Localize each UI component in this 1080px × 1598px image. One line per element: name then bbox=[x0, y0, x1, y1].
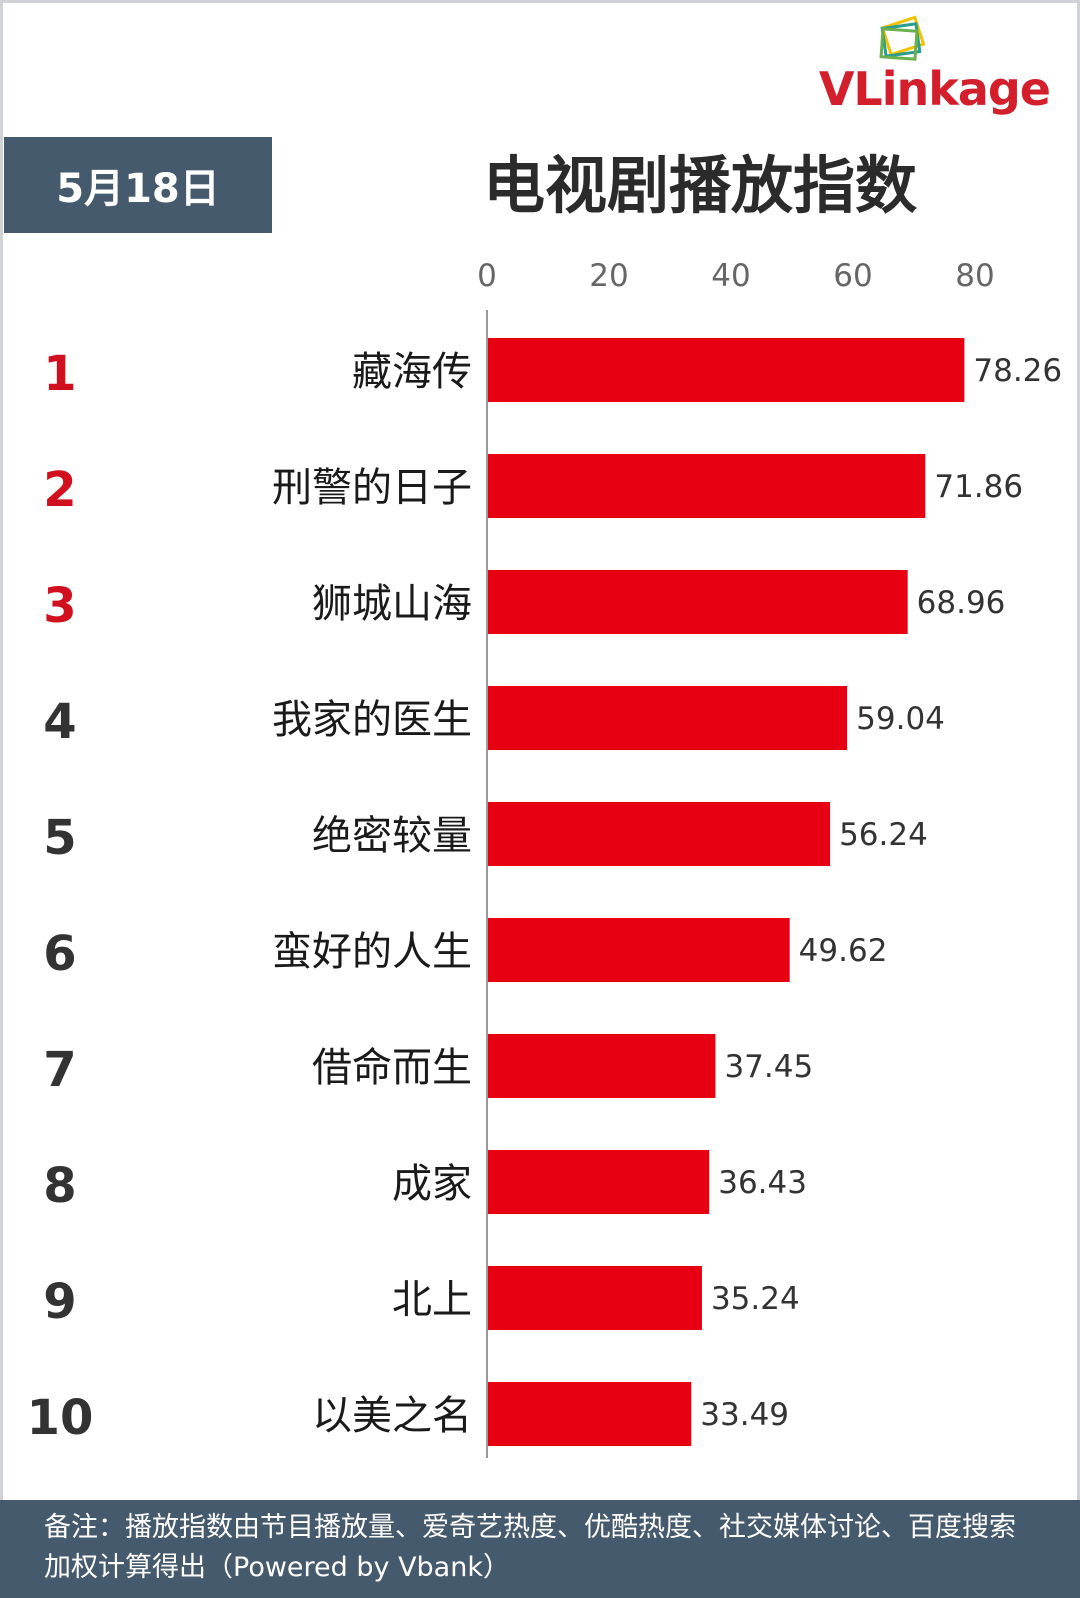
logo-text: VLinkage bbox=[818, 62, 1051, 116]
bar bbox=[487, 1266, 702, 1330]
value-label: 78.26 bbox=[973, 353, 1062, 389]
value-label: 71.86 bbox=[934, 469, 1023, 505]
category-label: 成家 bbox=[392, 1161, 472, 1207]
x-tick-label: 80 bbox=[955, 258, 994, 294]
category-label: 借命而生 bbox=[312, 1045, 472, 1091]
category-label: 藏海传 bbox=[352, 349, 472, 395]
chart-rows: 1 藏海传 78.26 2 刑警的日子 71.86 3 狮城山海 68.96 4 我家的医生 59.0… bbox=[27, 338, 1062, 1446]
bar bbox=[487, 686, 848, 750]
vlinkage-logo: VLinkage bbox=[810, 14, 1051, 124]
date-badge: 5月18日 bbox=[4, 137, 272, 233]
logo-mark-icon bbox=[879, 15, 926, 61]
rank-label: 9 bbox=[43, 1274, 76, 1330]
bar-chart: 0 20 40 60 80 1 藏海传 78.26 2 刑警的日子 71.86 3 狮城山海 68.96… bbox=[27, 258, 1062, 1458]
chart-row: 7 借命而生 37.45 bbox=[43, 1034, 813, 1098]
category-label: 刑警的日子 bbox=[272, 465, 472, 511]
bar bbox=[487, 918, 790, 982]
category-label: 狮城山海 bbox=[312, 581, 472, 627]
chart-title: 电视剧播放指数 bbox=[482, 149, 917, 222]
rank-label: 4 bbox=[43, 694, 76, 750]
rank-label: 10 bbox=[27, 1390, 94, 1446]
value-label: 49.62 bbox=[799, 933, 888, 969]
value-label: 33.49 bbox=[700, 1397, 789, 1433]
bar bbox=[487, 802, 831, 866]
value-label: 59.04 bbox=[856, 701, 945, 737]
category-label: 我家的医生 bbox=[272, 697, 472, 743]
rank-label: 8 bbox=[43, 1158, 76, 1214]
value-label: 37.45 bbox=[724, 1049, 813, 1085]
chart-row: 8 成家 36.43 bbox=[43, 1150, 807, 1214]
chart-row: 1 藏海传 78.26 bbox=[43, 338, 1062, 402]
bar bbox=[487, 1382, 692, 1446]
category-label: 绝密较量 bbox=[312, 813, 472, 859]
chart-row: 6 蛮好的人生 49.62 bbox=[43, 918, 887, 982]
value-label: 36.43 bbox=[718, 1165, 807, 1201]
category-label: 北上 bbox=[392, 1277, 472, 1323]
category-label: 蛮好的人生 bbox=[272, 929, 472, 975]
rank-label: 2 bbox=[43, 462, 76, 518]
bar bbox=[487, 338, 965, 402]
chart-row: 5 绝密较量 56.24 bbox=[43, 802, 928, 866]
chart-row: 2 刑警的日子 71.86 bbox=[43, 454, 1023, 518]
rank-label: 7 bbox=[43, 1042, 76, 1098]
chart-row: 10 以美之名 33.49 bbox=[27, 1382, 789, 1446]
rank-label: 1 bbox=[43, 346, 76, 402]
bar bbox=[487, 454, 926, 518]
chart-row: 3 狮城山海 68.96 bbox=[43, 570, 1005, 634]
footer-note: 备注：播放指数由节目播放量、爱奇艺热度、优酷热度、社交媒体讨论、百度搜索加权计算… bbox=[0, 1500, 1080, 1598]
rank-label: 6 bbox=[43, 926, 76, 982]
x-tick-label: 20 bbox=[589, 258, 628, 294]
x-tick-label: 0 bbox=[477, 258, 497, 294]
category-label: 以美之名 bbox=[312, 1393, 472, 1439]
chart-row: 9 北上 35.24 bbox=[43, 1266, 800, 1330]
bar bbox=[487, 1034, 716, 1098]
bar bbox=[487, 1150, 710, 1214]
value-label: 35.24 bbox=[711, 1281, 800, 1317]
x-axis-ticks: 0 20 40 60 80 bbox=[477, 258, 995, 294]
rank-label: 5 bbox=[43, 810, 76, 866]
x-tick-label: 60 bbox=[833, 258, 872, 294]
value-label: 56.24 bbox=[839, 817, 928, 853]
bar bbox=[487, 570, 908, 634]
rank-label: 3 bbox=[43, 578, 76, 634]
x-tick-label: 40 bbox=[711, 258, 750, 294]
chart-row: 4 我家的医生 59.04 bbox=[43, 686, 945, 750]
value-label: 68.96 bbox=[917, 585, 1006, 621]
